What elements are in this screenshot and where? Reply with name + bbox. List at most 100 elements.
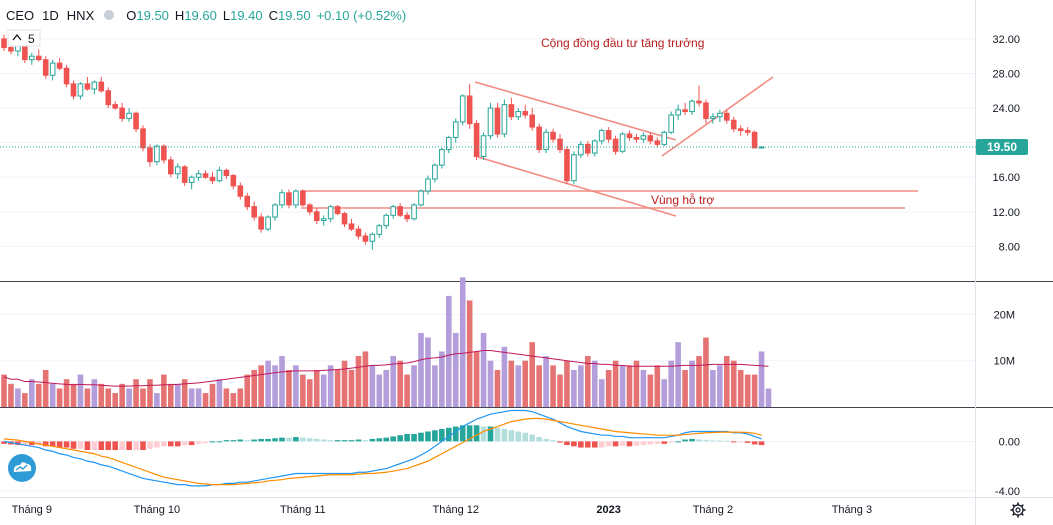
candle-body[interactable] [105,90,112,106]
annotation-trend[interactable]: Cộng đồng đầu tư tăng trưởng [541,36,704,50]
volume-bar[interactable] [765,388,772,407]
candle-body[interactable] [265,216,271,230]
candle-body[interactable] [15,45,21,52]
volume-bar[interactable] [591,360,598,407]
macd-hist-bar[interactable] [439,429,445,442]
candle-body[interactable] [626,133,633,138]
macd-hist-bar[interactable] [737,441,744,443]
macd-hist-bar[interactable] [724,440,730,442]
volume-bar[interactable] [585,356,591,407]
candle-body[interactable] [348,223,355,230]
macd-hist-bar[interactable] [605,441,612,447]
candle-body[interactable] [661,131,668,145]
volume-bar[interactable] [181,379,188,407]
macd-hist-bar[interactable] [543,438,549,442]
volume-bar[interactable] [682,369,688,407]
candle-body[interactable] [466,95,473,125]
volume-bar[interactable] [22,393,28,407]
macd-hist-bar[interactable] [425,431,431,442]
volume-bar[interactable] [730,360,737,407]
signal-line[interactable] [3,417,762,486]
macd-hist-bar[interactable] [29,441,35,446]
macd-hist-bar[interactable] [432,430,438,442]
candle-body[interactable] [112,104,119,109]
macd-hist-bar[interactable] [362,440,369,442]
settings-gear-icon[interactable] [1010,502,1026,518]
candle-body[interactable] [49,62,56,76]
macd-hist-bar[interactable] [140,441,146,451]
volume-bar[interactable] [640,369,647,407]
macd-hist-bar[interactable] [564,441,570,446]
volume-bar[interactable] [8,383,14,407]
macd-hist-bar[interactable] [320,439,327,442]
volume-bar[interactable] [605,369,612,407]
candle-body[interactable] [355,228,362,237]
macd-hist-bar[interactable] [300,437,306,442]
volume-bar[interactable] [578,365,584,407]
volume-bar[interactable] [251,369,257,407]
volume-bar[interactable] [327,365,334,407]
volume-bar[interactable] [446,295,452,407]
volume-bar[interactable] [751,374,758,407]
candle-body[interactable] [689,100,695,113]
macd-hist-bar[interactable] [522,432,529,442]
candle-body[interactable] [91,81,98,90]
volume-bar[interactable] [147,379,153,407]
volume-bar[interactable] [70,383,77,407]
volume-bar[interactable] [612,360,619,407]
macd-hist-bar[interactable] [369,438,376,442]
macd-hist-bar[interactable] [49,441,56,447]
macd-hist-bar[interactable] [508,430,515,442]
candle-body[interactable] [682,109,688,113]
candle-body[interactable] [737,128,744,132]
indicator-toggle-button[interactable]: 5 [7,29,41,47]
candle-body[interactable] [1,38,7,49]
candle-body[interactable] [168,159,174,175]
macd-hist-bar[interactable] [70,441,77,449]
macd-hist-bar[interactable] [307,438,313,442]
volume-bar[interactable] [272,365,278,407]
macd-hist-bar[interactable] [689,438,695,442]
macd-hist-bar[interactable] [459,425,466,442]
volume-bar[interactable] [703,337,709,407]
macd-hist-bar[interactable] [230,440,237,442]
candle-body[interactable] [369,233,376,242]
macd-hist-bar[interactable] [418,432,424,442]
volume-bar[interactable] [459,277,466,407]
volume-bar[interactable] [425,337,431,407]
chart-legend[interactable]: CEO 1D HNX O 19.50 H 19.60 L 19.40 C 19.50 +… [6,5,406,25]
volume-bar[interactable] [29,379,35,407]
volume-bar[interactable] [543,356,549,407]
macd-hist-bar[interactable] [174,441,181,447]
candle-body[interactable] [29,55,35,61]
macd-hist-bar[interactable] [1,441,7,444]
macd-hist-bar[interactable] [571,441,577,447]
volume-bar[interactable] [42,369,49,407]
candle-body[interactable] [42,59,49,76]
volume-bar[interactable] [35,383,42,407]
volume-bar[interactable] [286,369,292,407]
volume-bar[interactable] [737,369,744,407]
channel-upper-line[interactable] [474,81,677,141]
macd-hist-bar[interactable] [411,433,417,442]
volume-bar[interactable] [126,388,132,407]
candle-body[interactable] [411,204,417,220]
candle-body[interactable] [619,133,626,152]
macd-hist-bar[interactable] [355,439,362,442]
volume-bar[interactable] [188,388,195,407]
macd-hist-bar[interactable] [161,441,167,447]
volume-bar[interactable] [293,365,299,407]
candle-body[interactable] [244,195,251,208]
volume-bar[interactable] [119,383,125,407]
candle-body[interactable] [612,138,619,152]
macd-hist-bar[interactable] [77,441,84,449]
macd-hist-bar[interactable] [661,441,668,444]
volume-bar[interactable] [320,374,327,407]
volume-bar[interactable] [501,346,508,407]
candle-body[interactable] [446,136,452,151]
macd-hist-bar[interactable] [272,438,278,442]
macd-hist-bar[interactable] [529,434,535,442]
macd-hist-bar[interactable] [133,441,139,451]
volume-bar[interactable] [300,374,306,407]
volume-bar[interactable] [133,379,139,407]
